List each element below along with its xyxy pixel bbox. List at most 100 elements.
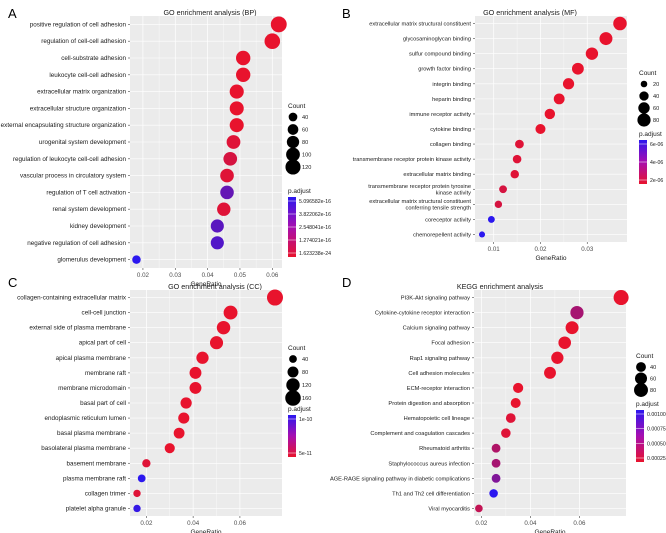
category-label: PI3K-Akt signaling pathway	[401, 296, 470, 302]
x-tick-label: 0.02	[534, 246, 547, 253]
data-point	[189, 366, 202, 379]
category-label: external encapsulating structure organiz…	[1, 122, 127, 129]
data-point	[164, 443, 175, 454]
size-legend-label: 40	[302, 357, 308, 363]
panel-c: C GO enrichment analysis (CC) 0.02 0.04 0.06…	[8, 275, 312, 533]
size-legend-dot	[286, 135, 300, 149]
category-label: Staphylococcus aureus infection	[388, 461, 470, 467]
size-legend-label: 80	[302, 370, 308, 376]
data-point	[270, 16, 287, 33]
data-point	[133, 489, 141, 498]
category-label: plasma membrane raft	[63, 475, 126, 482]
data-point	[266, 289, 283, 306]
category-label: apical part of cell	[79, 340, 126, 347]
data-point	[494, 200, 503, 209]
color-legend-title: p.adjust	[288, 188, 311, 195]
panel-label: B	[342, 6, 351, 21]
x-axis-label: GeneRatio	[190, 529, 221, 533]
category-label: Calcium signaling pathway	[403, 326, 470, 332]
size-legend-dot	[289, 355, 297, 363]
size-legend-label: 80	[653, 118, 659, 124]
data-point	[210, 236, 224, 250]
data-point	[196, 351, 209, 364]
x-tick-label: 0.03	[169, 272, 182, 279]
data-point	[264, 33, 281, 49]
category-label: external side of plasma membrane	[29, 325, 126, 332]
color-legend-label: 0.00100	[647, 412, 666, 418]
x-tick-label: 0.02	[475, 520, 488, 527]
data-point	[487, 215, 495, 223]
data-point	[137, 474, 146, 483]
data-point	[570, 305, 584, 320]
color-legend-label: 2.548041e-16	[299, 225, 331, 231]
category-label: AGE-RAGE signaling pathway in diabetic c…	[330, 476, 470, 482]
category-label: collagen trimer	[85, 490, 126, 497]
data-point	[236, 50, 251, 66]
category-label: collagen binding	[430, 142, 471, 148]
data-point	[220, 185, 234, 200]
x-tick-label: 0.04	[524, 520, 537, 527]
color-legend-label: 5e-11	[299, 451, 312, 457]
category-label: Rheumatoid arthritis	[419, 446, 470, 452]
size-legend-dot	[637, 113, 651, 127]
color-legend-label: 1.274021e-16	[299, 238, 331, 244]
data-point	[544, 366, 556, 379]
size-legend-title: Count	[288, 103, 306, 110]
data-point	[558, 336, 571, 350]
size-legend-dot	[638, 102, 650, 114]
data-point	[226, 135, 241, 149]
panel-label: D	[342, 275, 351, 290]
x-axis-label: GeneRatio	[190, 281, 221, 288]
size-legend-label: 40	[302, 115, 308, 121]
color-legend-label: 2e-06	[650, 178, 663, 184]
category-label: Cytokine-cytokine receptor interaction	[375, 311, 470, 317]
category-label: Complement and coagulation cascades	[370, 431, 470, 437]
data-point	[210, 219, 224, 233]
category-label: cytokine binding	[430, 127, 471, 133]
data-point	[501, 428, 511, 438]
size-legend-dot	[286, 147, 300, 162]
size-legend-label: 160	[302, 396, 311, 402]
color-legend-title: p.adjust	[639, 131, 662, 138]
size-legend-label: 60	[302, 128, 308, 134]
size-legend-label: 120	[302, 165, 311, 171]
category-label: basement membrane	[66, 460, 126, 467]
data-point	[132, 255, 141, 264]
size-legend-dot	[286, 378, 300, 392]
data-point	[535, 123, 546, 135]
category-label: cell-substrate adhesion	[61, 55, 126, 62]
chart-title: GO enrichment analysis (MF)	[483, 8, 577, 17]
size-legend-dot	[287, 366, 299, 378]
category-label: endoplasmic reticulum lumen	[44, 415, 126, 422]
data-point	[515, 139, 524, 149]
x-tick-label: 0.04	[187, 520, 200, 527]
size-legend-label: 120	[302, 383, 311, 389]
data-point	[189, 381, 202, 394]
size-legend-dot	[285, 390, 301, 406]
data-point	[133, 504, 141, 513]
size-legend-label: 60	[653, 106, 659, 112]
color-legend-label: 1.623238e-24	[299, 251, 331, 257]
data-point	[513, 382, 524, 394]
color-legend-label: 1e-10	[299, 417, 312, 423]
x-tick-label: 0.04	[202, 272, 215, 279]
size-legend-label: 40	[653, 94, 659, 100]
color-legend-bar	[636, 410, 644, 462]
data-point	[236, 67, 251, 82]
x-tick-label: 0.06	[266, 272, 279, 279]
data-point	[599, 32, 613, 46]
size-legend-label: 60	[650, 377, 656, 383]
color-legend-label: 6e-06	[650, 142, 663, 148]
color-legend-label: 0.00075	[647, 427, 666, 433]
category-label: chemorepellent activity	[413, 232, 471, 238]
size-legend-title: Count	[636, 353, 654, 360]
category-label: basal plasma membrane	[57, 430, 126, 437]
panel-label: A	[8, 6, 17, 21]
category-label: extracellular matrix organization	[37, 89, 126, 96]
category-label: membrane raft	[85, 370, 126, 377]
data-point	[223, 305, 238, 320]
chart-title: GO enrichment analysis (BP)	[163, 8, 256, 17]
data-point	[565, 321, 579, 335]
category-label: growth factor binding	[418, 67, 471, 73]
category-label: kidney development	[70, 223, 126, 230]
